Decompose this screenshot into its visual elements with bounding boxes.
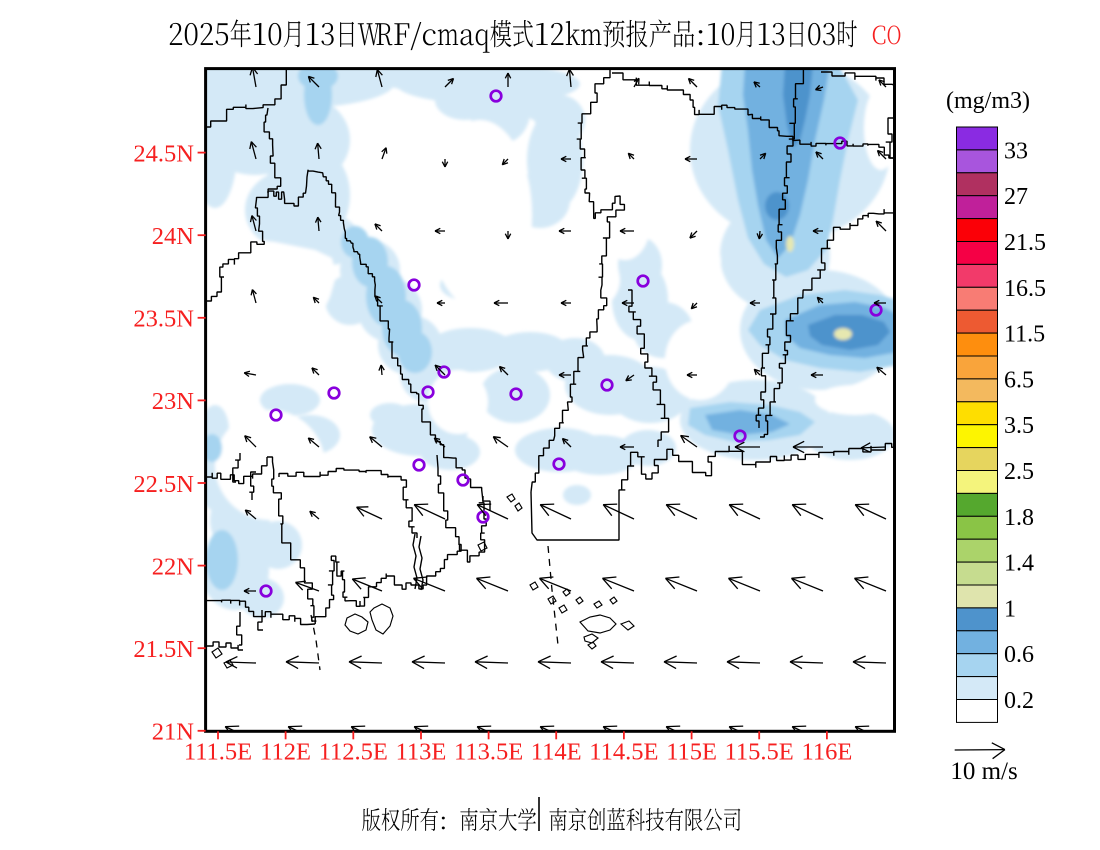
svg-text:22.5N: 22.5N	[133, 471, 194, 498]
svg-text:24N: 24N	[152, 223, 195, 250]
svg-text:11.5: 11.5	[1004, 322, 1045, 348]
svg-text:115.5E: 115.5E	[725, 739, 794, 766]
svg-text:22N: 22N	[152, 553, 195, 580]
svg-text:21.5N: 21.5N	[133, 636, 194, 663]
svg-text:2.5: 2.5	[1004, 459, 1034, 485]
svg-text:33: 33	[1004, 138, 1028, 164]
svg-text:1: 1	[1004, 596, 1016, 622]
svg-text:1.8: 1.8	[1004, 505, 1034, 531]
svg-text:114.5E: 114.5E	[589, 739, 658, 766]
svg-text:113.5E: 113.5E	[454, 739, 523, 766]
svg-text:27: 27	[1004, 184, 1028, 210]
svg-text:3.5: 3.5	[1004, 413, 1034, 439]
svg-text:113E: 113E	[396, 739, 447, 766]
svg-text:23N: 23N	[152, 388, 195, 415]
svg-text:(mg/m3): (mg/m3)	[946, 88, 1030, 114]
svg-text:0.2: 0.2	[1004, 688, 1034, 714]
svg-text:112.5E: 112.5E	[319, 739, 388, 766]
svg-text:21.5: 21.5	[1004, 230, 1046, 256]
svg-text:0.6: 0.6	[1004, 642, 1034, 668]
svg-text:115E: 115E	[666, 739, 717, 766]
svg-text:21N: 21N	[152, 719, 195, 746]
svg-text:116E: 116E	[801, 739, 852, 766]
svg-text:6.5: 6.5	[1004, 367, 1034, 393]
svg-text:24.5N: 24.5N	[133, 140, 194, 167]
svg-text:23.5N: 23.5N	[133, 306, 194, 333]
svg-text:114E: 114E	[531, 739, 582, 766]
svg-text:16.5: 16.5	[1004, 276, 1046, 302]
svg-text:10 m/s: 10 m/s	[950, 758, 1017, 785]
svg-text:1.4: 1.4	[1004, 551, 1034, 577]
svg-text:111.5E: 111.5E	[184, 739, 252, 766]
svg-text:112E: 112E	[260, 739, 311, 766]
